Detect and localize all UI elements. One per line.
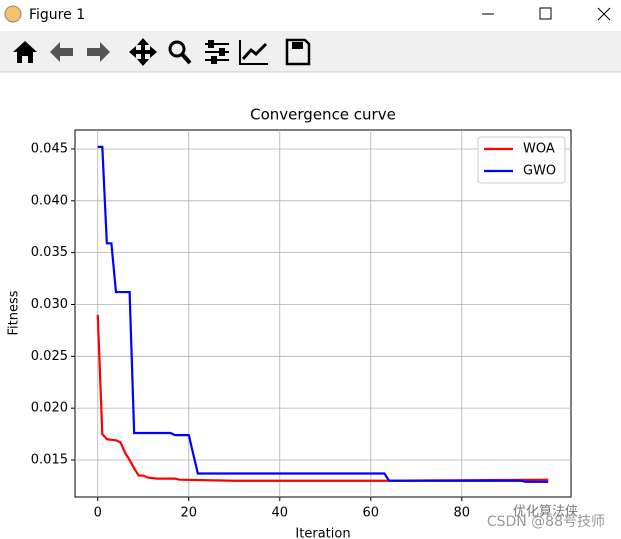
watermark-source: CSDN @88号技师 xyxy=(487,514,605,530)
back-button[interactable] xyxy=(50,42,73,62)
y-tick-label: 0.020 xyxy=(31,401,68,416)
forward-button[interactable] xyxy=(87,42,110,62)
legend-label: GWO xyxy=(523,164,556,179)
y-tick-label: 0.015 xyxy=(31,452,68,467)
y-tick-label: 0.035 xyxy=(31,245,68,260)
y-tick-label: 0.040 xyxy=(31,193,68,208)
y-tick-label: 0.025 xyxy=(31,349,68,364)
x-tick-label: 20 xyxy=(180,506,197,521)
legend-label: WOA xyxy=(523,142,555,157)
x-axis-label: Iteration xyxy=(295,527,350,539)
y-axis-label: Fitness xyxy=(7,290,22,335)
home-button[interactable] xyxy=(13,41,37,63)
configure-button[interactable] xyxy=(205,40,229,64)
app-icon xyxy=(4,5,22,23)
maximize-button[interactable] xyxy=(539,7,552,20)
y-tick-label: 0.045 xyxy=(31,141,68,156)
title-bar xyxy=(0,0,621,30)
edit-axis-button[interactable] xyxy=(239,40,268,65)
pan-button[interactable] xyxy=(129,38,157,66)
series-line xyxy=(96,314,549,482)
x-tick-label: 60 xyxy=(363,506,380,521)
watermark-account: 优化算法侠 xyxy=(513,505,578,520)
chart-title: Convergence curve xyxy=(250,106,396,124)
save-button[interactable] xyxy=(285,38,311,66)
x-tick-label: 80 xyxy=(454,506,471,521)
zoom-button[interactable] xyxy=(168,40,186,58)
plot-frame xyxy=(74,129,572,498)
y-tick-label: 0.030 xyxy=(31,297,68,312)
x-tick-label: 40 xyxy=(271,506,288,521)
x-tick-label: 0 xyxy=(94,506,102,521)
series-line xyxy=(97,145,549,483)
window-title: Figure 1 xyxy=(29,7,85,23)
close-button[interactable] xyxy=(597,7,611,21)
